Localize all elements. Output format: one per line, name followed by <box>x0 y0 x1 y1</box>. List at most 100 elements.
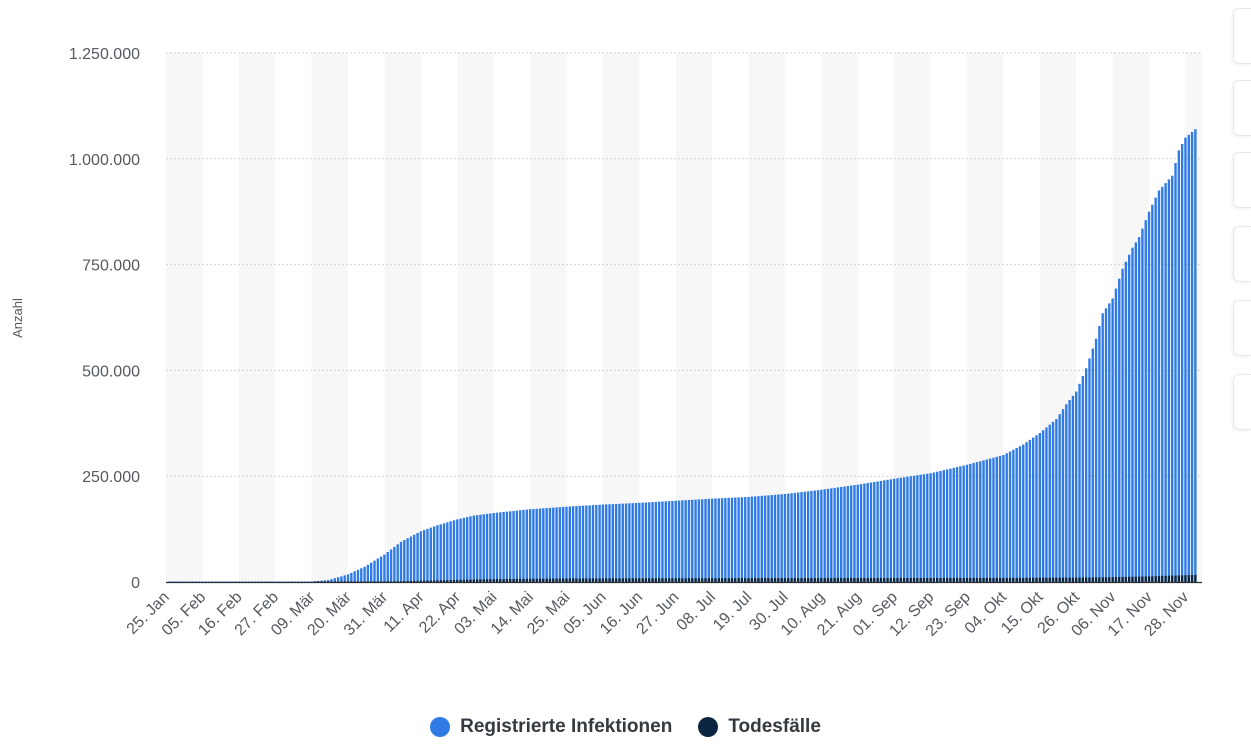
infektionen-bar <box>201 581 204 582</box>
tool-button-3[interactable] <box>1233 152 1251 208</box>
todesfaelle-bar <box>926 578 929 582</box>
todesfaelle-bar <box>353 581 356 582</box>
todesfaelle-bar <box>1048 577 1051 582</box>
legend-item-infektionen[interactable]: Registrierte Infektionen <box>430 716 672 738</box>
todesfaelle-bar <box>1187 575 1190 582</box>
todesfaelle-bar <box>1144 576 1147 582</box>
infektionen-bar <box>876 481 879 582</box>
infektionen-bar <box>942 470 946 582</box>
infektionen-bar <box>661 501 664 582</box>
infektionen-bar <box>714 498 717 582</box>
todesfaelle-bar <box>631 578 634 582</box>
infektionen-bar <box>287 581 290 582</box>
infektionen-bar <box>561 506 565 582</box>
todesfaelle-bar <box>419 580 423 582</box>
infektionen-bar <box>1005 453 1008 582</box>
infektionen-bar <box>995 456 998 582</box>
todesfaelle-bar <box>1180 575 1184 582</box>
infektionen-bar <box>697 499 701 582</box>
tool-button-2[interactable] <box>1233 80 1251 136</box>
todesfaelle-bar <box>1075 577 1078 582</box>
infektionen-bar <box>869 482 873 582</box>
todesfaelle-bar <box>399 581 403 582</box>
infektionen-bar <box>816 490 820 582</box>
todesfaelle-bar <box>575 578 578 582</box>
todesfaelle-bar <box>545 578 548 582</box>
todesfaelle-bar <box>611 578 615 582</box>
infektionen-bar <box>823 489 826 582</box>
infektionen-bar <box>274 581 277 582</box>
infektionen-bar <box>1137 237 1141 583</box>
infektionen-bar <box>485 513 489 582</box>
todesfaelle-bar <box>959 577 962 582</box>
todesfaelle-bar <box>522 578 525 582</box>
todesfaelle-bar <box>509 578 512 582</box>
tool-button-1[interactable] <box>1233 8 1251 64</box>
tool-button-6[interactable] <box>1233 374 1251 430</box>
infektionen-bar <box>830 488 833 582</box>
cases-bars <box>168 129 1197 583</box>
infektionen-bar <box>621 503 624 582</box>
infektionen-bar <box>267 581 270 582</box>
todesfaelle-bar <box>750 578 754 582</box>
infektionen-bar <box>919 474 922 582</box>
todesfaelle-bar <box>657 578 661 582</box>
infektionen-bar <box>1088 358 1091 582</box>
infektionen-bar <box>346 574 350 582</box>
infektionen-bar <box>1161 186 1164 582</box>
todesfaelle-bar <box>432 580 436 582</box>
infektionen-bar <box>505 511 509 582</box>
infektionen-bar <box>654 501 658 582</box>
todesfaelle-bar <box>393 581 396 582</box>
todesfaelle-bar <box>469 579 472 582</box>
infektionen-bar <box>611 504 615 582</box>
infektionen-bar <box>1068 400 1071 582</box>
legend-item-todesfaelle[interactable]: Todesfälle <box>698 716 821 738</box>
todesfaelle-bar <box>1141 576 1144 582</box>
todesfaelle-bar <box>568 578 571 582</box>
infektionen-bar <box>926 473 929 582</box>
infektionen-bar <box>601 504 605 582</box>
infektionen-bar <box>184 581 188 582</box>
todesfaelle-bar <box>1008 577 1012 582</box>
infektionen-bar <box>399 541 403 582</box>
todesfaelle-bar <box>360 581 363 582</box>
infektionen-bar <box>806 491 810 582</box>
todesfaelle-bar <box>770 578 773 582</box>
infektionen-bar <box>840 486 843 582</box>
infektionen-bar <box>360 568 363 582</box>
infektionen-bar <box>303 581 307 582</box>
infektionen-bar <box>664 501 667 582</box>
todesfaelle-bar <box>840 578 843 582</box>
todesfaelle-bar <box>1101 577 1104 582</box>
todesfaelle-bar <box>1111 577 1114 582</box>
todesfaelle-bar <box>492 579 495 582</box>
todesfaelle-bar <box>528 578 532 582</box>
todesfaelle-bar <box>1174 575 1177 582</box>
todesfaelle-bar <box>899 578 902 582</box>
todesfaelle-bar <box>869 578 873 582</box>
infektionen-bar <box>217 581 221 582</box>
todesfaelle-bar <box>730 578 734 582</box>
infektionen-bar <box>975 462 979 582</box>
tool-button-5[interactable] <box>1233 300 1251 356</box>
infektionen-bar <box>797 492 800 582</box>
todesfaelle-bar <box>542 578 545 582</box>
infektionen-bar <box>207 581 211 582</box>
infektionen-bar <box>763 495 767 582</box>
infektionen-bar <box>899 477 902 582</box>
infektionen-bar <box>892 478 896 582</box>
infektionen-bar <box>310 581 313 582</box>
tool-button-4[interactable] <box>1233 226 1251 282</box>
infektionen-bar <box>1055 419 1058 582</box>
infektionen-bar <box>446 522 449 582</box>
todesfaelle-bar <box>1194 574 1197 582</box>
infektionen-bar <box>912 475 916 582</box>
infektionen-bar <box>1002 455 1005 582</box>
todesfaelle-bar <box>1032 577 1035 582</box>
todesfaelle-bar <box>1022 577 1025 582</box>
todesfaelle-bar <box>350 581 353 582</box>
todesfaelle-bar <box>1058 577 1061 582</box>
todesfaelle-bar <box>1151 576 1154 582</box>
